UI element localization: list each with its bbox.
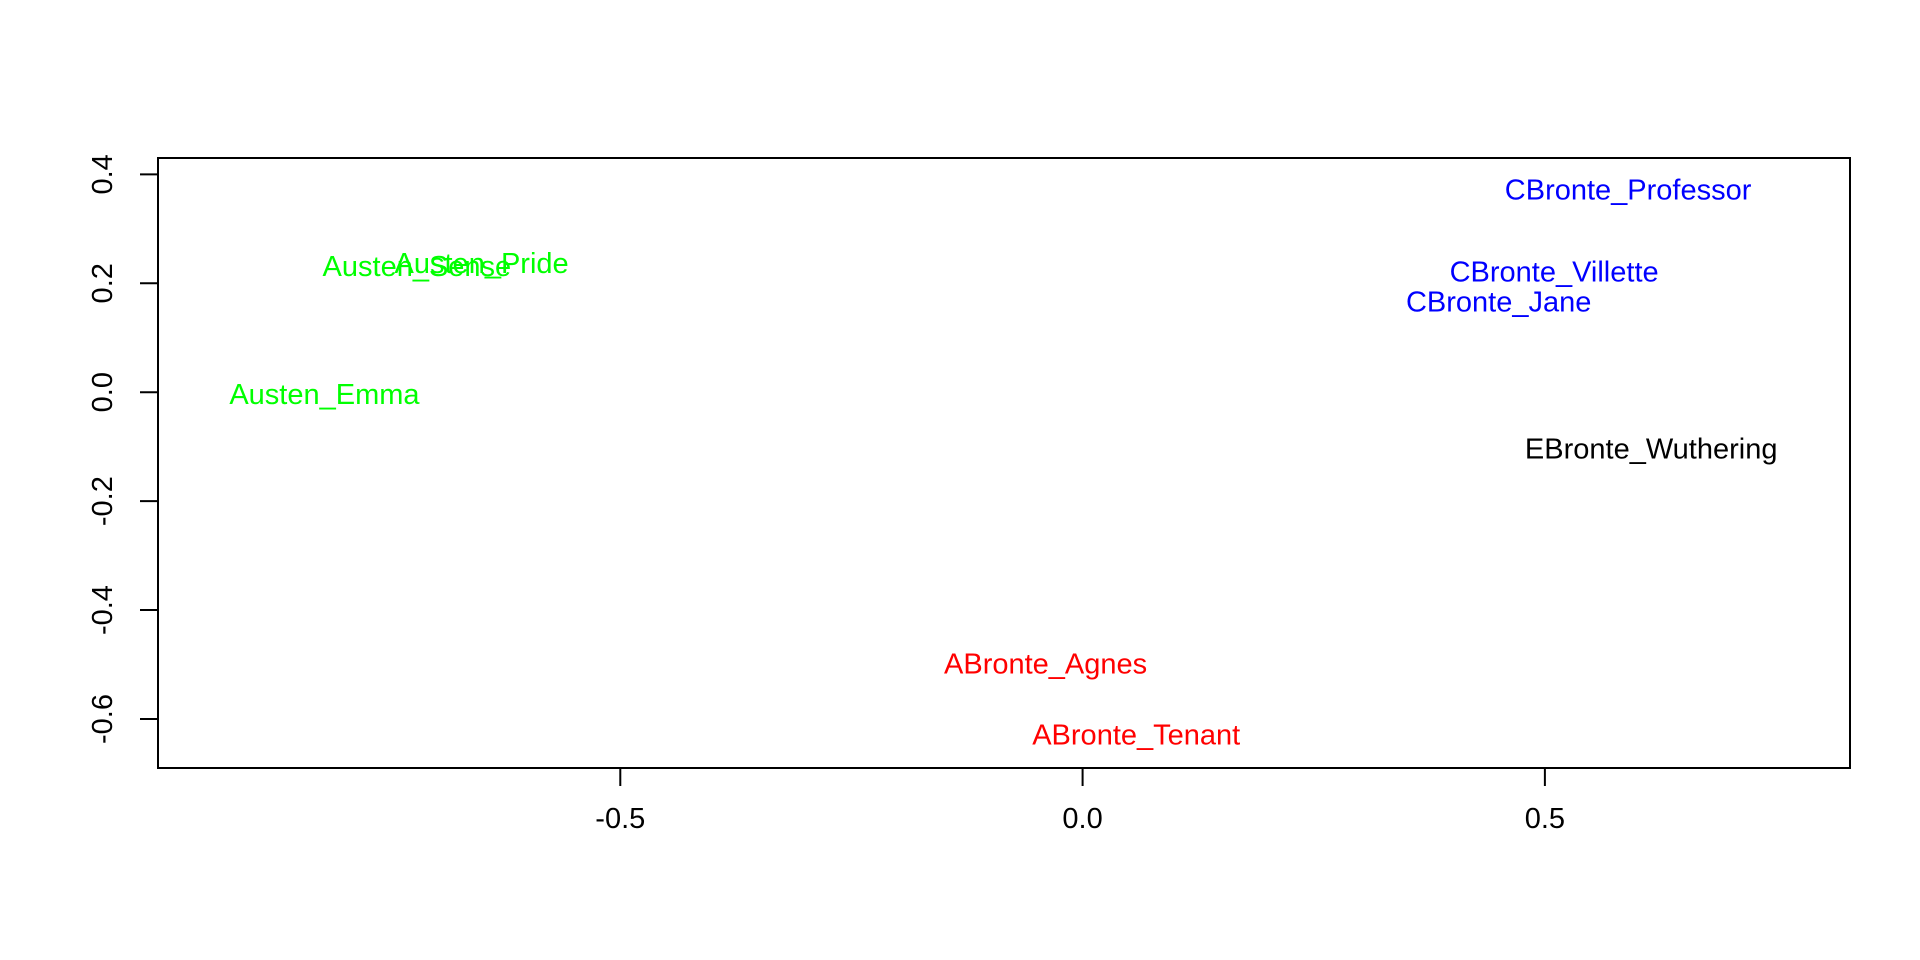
y-axis: 0.4 0.2 0.0 -0.2 -0.4 -0.6 (87, 154, 158, 744)
point-labels: CBronte_Professor CBronte_VilletteCBronte… (229, 175, 1777, 752)
y-tick-label: 0.4 (87, 154, 119, 194)
x-tick-label: 0.5 (1525, 803, 1565, 835)
y-tick-label: -0.4 (87, 585, 119, 635)
y-tick-label: 0.2 (87, 263, 119, 303)
point-label: Austen_Sense (323, 251, 512, 283)
point-label: CBronte_Villette (1450, 256, 1659, 288)
plot-area-frame (157, 157, 1851, 769)
point-label: CBronte_Professor (1505, 175, 1752, 207)
point-label: ABronte_Agnes (944, 649, 1147, 681)
y-tick-label: -0.6 (87, 694, 119, 744)
x-tick-label: -0.5 (595, 803, 645, 835)
x-axis: -0.5 0.0 0.5 (595, 768, 1565, 835)
point-label: Austen_Emma (229, 379, 420, 411)
point-label: CBronte_Jane (1406, 286, 1591, 318)
point-label: EBronte_Wuthering (1525, 433, 1778, 465)
point-label: ABronte_Tenant (1032, 719, 1240, 751)
y-tick-label: -0.2 (87, 476, 119, 526)
x-tick-label: 0.0 (1062, 803, 1102, 835)
y-tick-label: 0.0 (87, 372, 119, 412)
point-label: Austen_Pride (395, 248, 569, 280)
